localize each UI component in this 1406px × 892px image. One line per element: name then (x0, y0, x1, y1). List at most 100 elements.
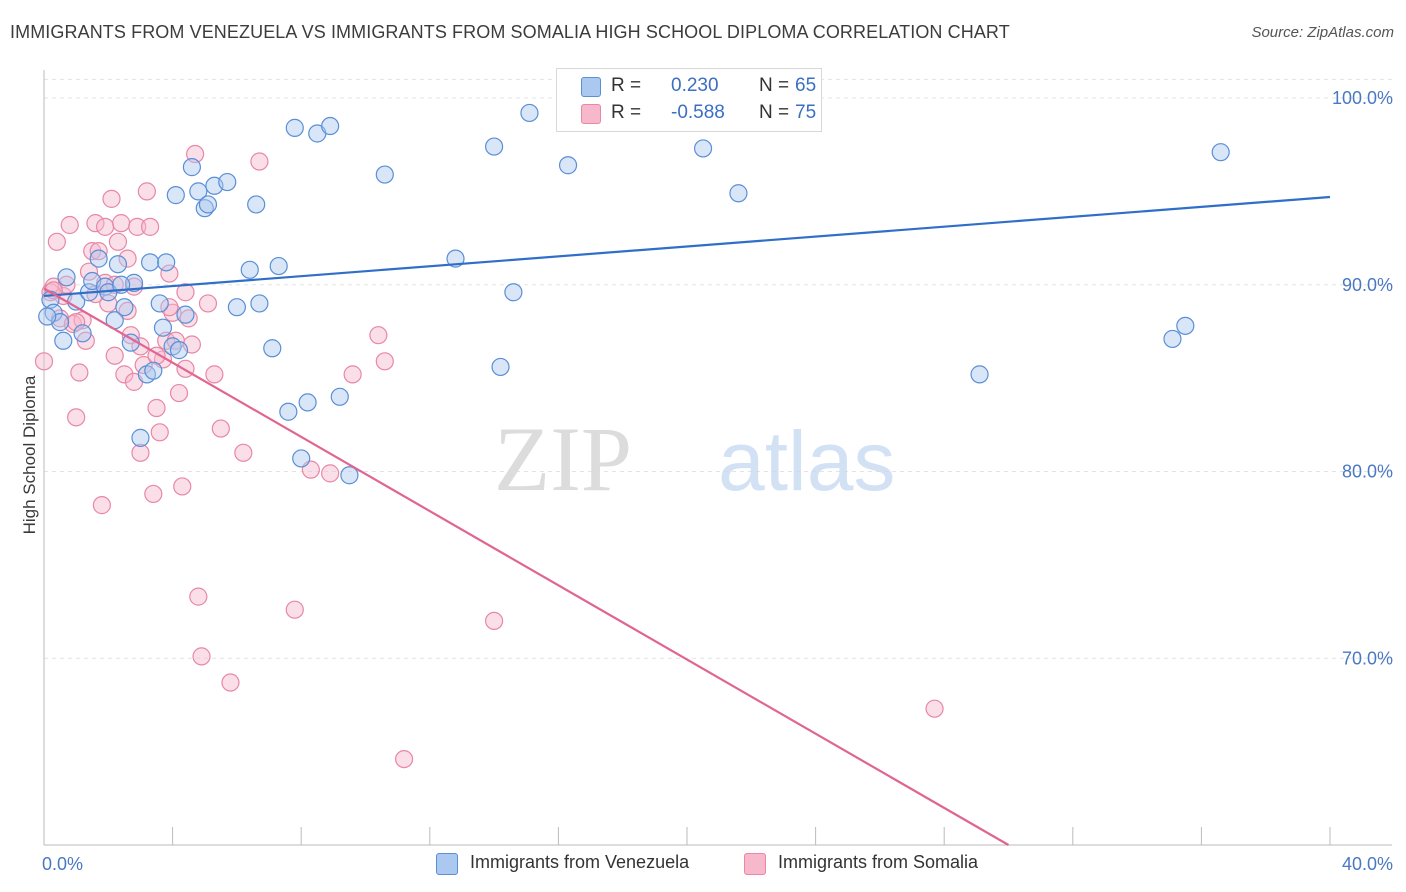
somalia-point (83, 242, 102, 261)
y-tick-label: 100.0% (1332, 88, 1393, 108)
y-tick-label: 70.0% (1342, 648, 1393, 668)
venezuela-point (285, 118, 304, 137)
r-label: R = (611, 102, 642, 123)
somalia-point (115, 365, 134, 384)
somalia-point (485, 611, 504, 631)
venezuela-swatch (581, 77, 601, 97)
somalia-point (321, 464, 340, 483)
somalia-point (118, 249, 137, 268)
venezuela-point (140, 253, 160, 272)
venezuela-point (279, 402, 298, 421)
venezuela-point (340, 466, 359, 485)
x-tick-label: 40.0% (1342, 854, 1393, 874)
y-tick-label: 80.0% (1342, 462, 1393, 482)
venezuela-point (558, 156, 578, 175)
venezuela-point (269, 256, 288, 276)
n-value: 75 (795, 102, 817, 123)
somalia-point (34, 352, 54, 371)
venezuela-legend-swatch (436, 853, 458, 875)
somalia-point (221, 673, 240, 692)
venezuela-point (970, 365, 989, 384)
trend-lines (43, 195, 1331, 846)
somalia-point (176, 283, 195, 302)
venezuela-point (292, 449, 311, 468)
somalia-point (150, 423, 169, 442)
somalia-point (375, 352, 394, 371)
somalia-point (198, 294, 218, 313)
somalia-point (67, 408, 86, 427)
somalia-legend-swatch (744, 853, 766, 875)
venezuela-point (1176, 316, 1195, 335)
somalia-point (925, 699, 944, 718)
somalia-point (95, 217, 115, 236)
venezuela-point (227, 298, 246, 317)
venezuela-point (189, 182, 208, 201)
venezuela-point (166, 186, 185, 205)
r-value: 0.230 (671, 75, 719, 96)
r-value: -0.588 (671, 102, 725, 123)
venezuela-legend-label: Immigrants from Venezuela (470, 852, 690, 872)
watermark-atlas: atlas (718, 414, 895, 508)
venezuela-point (198, 195, 218, 214)
venezuela-point (115, 298, 134, 317)
n-value: 65 (795, 75, 817, 96)
venezuela-point (54, 331, 73, 350)
venezuela-point (144, 361, 163, 380)
venezuela-point (375, 165, 394, 184)
venezuela-point (1211, 143, 1230, 162)
venezuela-trend-line (43, 195, 1331, 298)
somalia-point (89, 242, 108, 261)
venezuela-point (150, 294, 169, 313)
venezuela-point (330, 387, 349, 406)
venezuela-point (57, 268, 76, 287)
somalia-point (343, 365, 362, 384)
r-label: R = (611, 75, 642, 96)
watermark: ZIP atlas (494, 408, 895, 510)
somalia-point (70, 363, 89, 382)
venezuela-point (131, 428, 150, 447)
somalia-point (160, 264, 179, 283)
venezuela-point (693, 139, 713, 158)
venezuela-point (1163, 329, 1182, 349)
somalia-point (173, 477, 192, 496)
stats-legend: R = 0.230 N = 65 R = -0.588 N = 75 (556, 68, 822, 132)
somalia-point (250, 152, 269, 171)
venezuela-point (485, 137, 504, 156)
somalia-point (140, 217, 160, 236)
venezuela-point (520, 103, 539, 123)
venezuela-point (157, 253, 176, 272)
source-label: Source: ZipAtlas.com (1251, 24, 1394, 41)
venezuela-point (182, 158, 201, 177)
somalia-point (137, 182, 156, 201)
axes (43, 70, 1392, 846)
venezuela-point (38, 307, 57, 326)
somalia-point (108, 232, 128, 251)
somalia-point (189, 587, 208, 606)
x-tick-label: 0.0% (42, 854, 83, 874)
somalia-point (285, 600, 304, 619)
somalia-point (234, 443, 253, 462)
somalia-point (147, 398, 166, 418)
n-label: N = (759, 102, 790, 123)
y-tick-label: 90.0% (1342, 275, 1393, 295)
venezuela-point (321, 116, 340, 136)
somalia-point (144, 484, 163, 504)
venezuela-point (247, 195, 266, 214)
somalia-legend-label: Immigrants from Somalia (778, 852, 979, 872)
chart-title: IMMIGRANTS FROM VENEZUELA VS IMMIGRANTS … (10, 22, 1010, 42)
venezuela-point (108, 255, 128, 274)
somalia-point (160, 298, 179, 317)
tick-labels: 70.0% 80.0% 90.0% 100.0% 0.0% 40.0% (42, 88, 1393, 874)
somalia-point (205, 365, 224, 384)
venezuela-point (263, 339, 282, 358)
venezuela-point (298, 393, 317, 412)
somalia-point (105, 346, 124, 365)
somalia-point (112, 214, 131, 233)
series-venezuela-points (38, 88, 1230, 485)
y-axis-label: High School Diploma (20, 375, 39, 534)
somalia-point (128, 217, 147, 236)
somalia-point (67, 313, 86, 332)
venezuela-point (240, 260, 259, 279)
venezuela-point (89, 249, 108, 268)
